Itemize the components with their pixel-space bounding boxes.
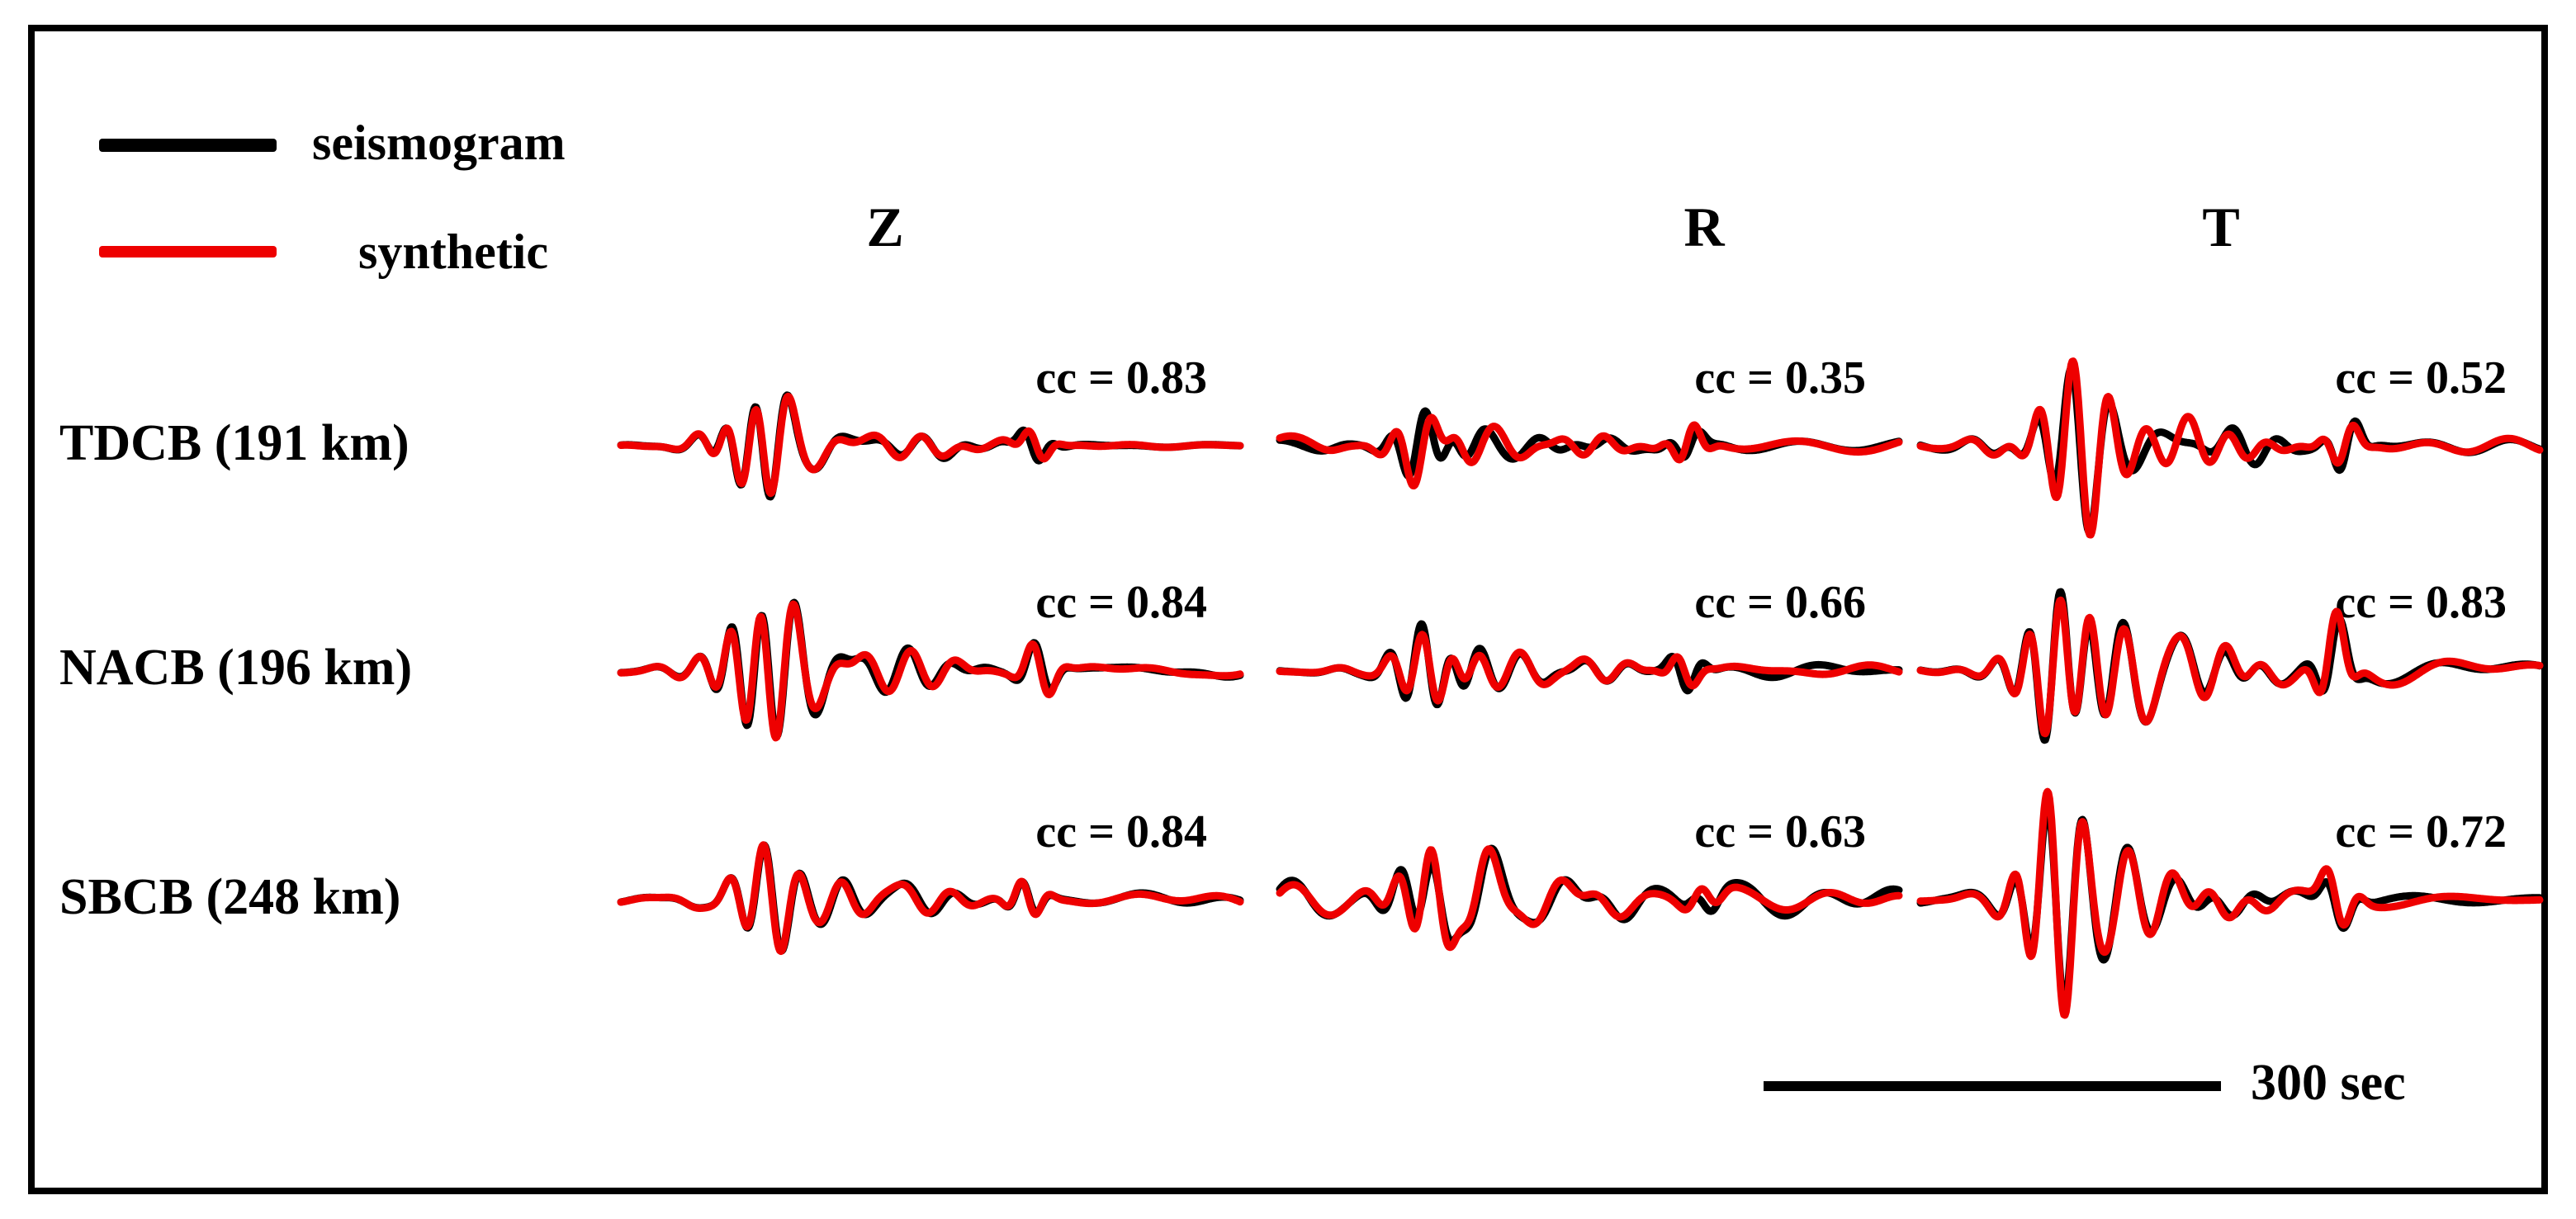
- synthetic-trace: [617, 841, 1244, 956]
- trace-cell-tdcb-z: cc = 0.83: [617, 305, 1244, 586]
- seismogram-trace: [1916, 588, 2544, 744]
- synthetic-trace: [1276, 845, 1903, 952]
- trace-tdcb-t: [1916, 357, 2544, 539]
- trace-tdcb-r: [1276, 407, 1903, 490]
- cc-value-nacb-t: cc = 0.83: [2335, 577, 2507, 628]
- cc-value-sbcb-t: cc = 0.72: [2335, 806, 2507, 858]
- column-header-r: R: [1683, 196, 1725, 258]
- cc-value-sbcb-z: cc = 0.84: [1035, 806, 1207, 858]
- trace-nacb-z: [617, 598, 1244, 742]
- trace-cell-tdcb-t: cc = 0.52: [1916, 305, 2544, 586]
- synthetic-trace: [1916, 357, 2544, 539]
- synthetic-trace: [617, 392, 1244, 498]
- cc-value-nacb-r: cc = 0.66: [1694, 577, 1866, 628]
- trace-cell-tdcb-r: cc = 0.35: [1276, 305, 1903, 586]
- trace-cell-nacb-t: cc = 0.83: [1916, 530, 2544, 810]
- cc-value-nacb-z: cc = 0.84: [1035, 577, 1207, 628]
- trace-cell-sbcb-z: cc = 0.84: [617, 759, 1244, 1040]
- trace-cell-nacb-z: cc = 0.84: [617, 530, 1244, 810]
- cc-value-tdcb-z: cc = 0.83: [1035, 352, 1207, 404]
- synthetic-trace: [617, 600, 1244, 742]
- figure-border: [28, 25, 2548, 1194]
- scale-bar-line: [1764, 1081, 2221, 1091]
- seismogram-legend-line: [99, 139, 277, 152]
- cc-value-sbcb-r: cc = 0.63: [1694, 806, 1866, 858]
- trace-tdcb-z: [617, 391, 1244, 501]
- trace-sbcb-r: [1276, 844, 1903, 952]
- synthetic-trace: [1276, 631, 1903, 705]
- trace-cell-sbcb-t: cc = 0.72: [1916, 759, 2544, 1040]
- synthetic-trace: [1916, 596, 2544, 738]
- trace-nacb-t: [1916, 588, 2544, 744]
- station-label-sbcb: SBCB (248 km): [59, 869, 401, 925]
- seismogram-legend-label: seismogram: [312, 116, 566, 170]
- synthetic-trace: [1916, 787, 2544, 1019]
- station-label-nacb: NACB (196 km): [59, 640, 413, 696]
- synthetic-legend-line: [99, 246, 277, 258]
- station-label-tdcb: TDCB (191 km): [59, 415, 410, 471]
- trace-cell-nacb-r: cc = 0.66: [1276, 530, 1903, 810]
- trace-nacb-r: [1276, 620, 1903, 709]
- trace-cell-sbcb-r: cc = 0.63: [1276, 759, 1903, 1040]
- column-header-z: Z: [866, 196, 904, 258]
- synthetic-legend-label: synthetic: [358, 224, 548, 279]
- seismogram-trace: [1916, 804, 2544, 1007]
- synthetic-trace: [1276, 413, 1903, 490]
- trace-sbcb-t: [1916, 787, 2544, 1019]
- cc-value-tdcb-r: cc = 0.35: [1694, 352, 1866, 404]
- scale-bar-label: 300 sec: [2251, 1055, 2406, 1111]
- column-header-t: T: [2202, 196, 2240, 258]
- cc-value-tdcb-t: cc = 0.52: [2335, 352, 2507, 404]
- trace-sbcb-z: [617, 841, 1244, 956]
